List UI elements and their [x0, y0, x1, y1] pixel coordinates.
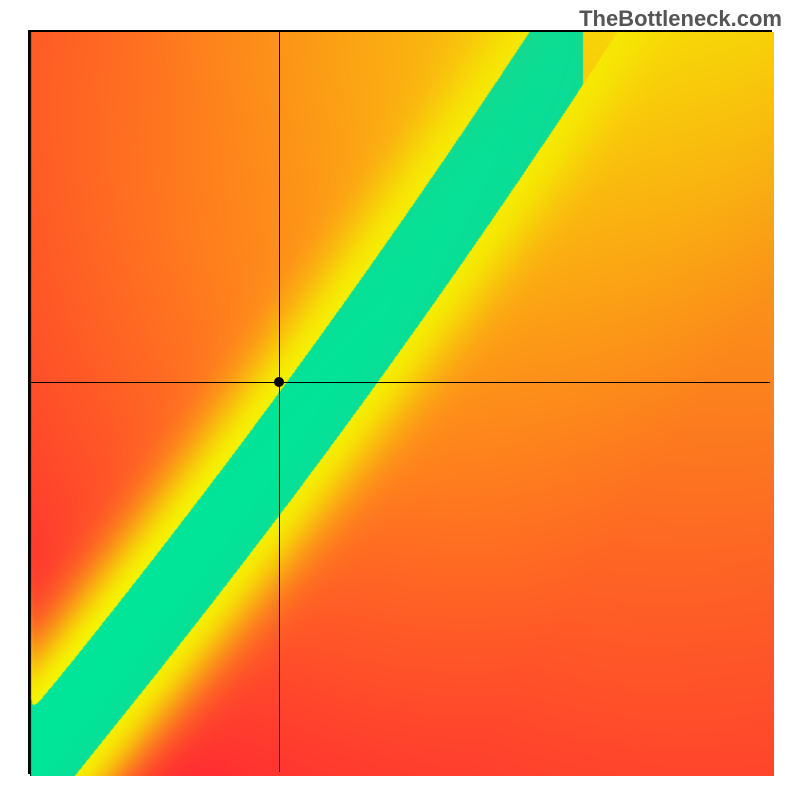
- plot-frame: [28, 30, 772, 774]
- crosshair-marker-dot: [274, 377, 284, 387]
- root-container: TheBottleneck.com: [0, 0, 800, 800]
- heatmap-canvas: [30, 32, 774, 776]
- watermark-text: TheBottleneck.com: [579, 6, 782, 32]
- crosshair-vertical: [279, 32, 280, 772]
- crosshair-horizontal: [30, 382, 770, 383]
